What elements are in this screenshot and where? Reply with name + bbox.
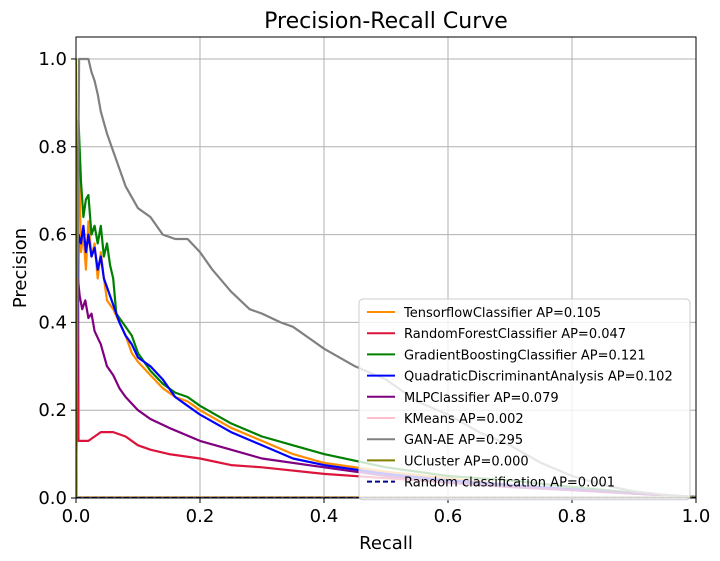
y-tick-label: 0.8 bbox=[38, 137, 67, 158]
y-axis-label: Precision bbox=[10, 228, 31, 308]
legend-label-3: QuadraticDiscriminantAnalysis AP=0.102 bbox=[404, 370, 673, 385]
x-tick-label: 0.0 bbox=[62, 506, 91, 527]
legend-label-8: Random classification AP=0.001 bbox=[404, 476, 615, 491]
legend-label-5: KMeans AP=0.002 bbox=[404, 412, 524, 427]
series-line-2 bbox=[76, 119, 696, 498]
x-axis-label: Recall bbox=[359, 533, 413, 554]
x-tick-label: 0.8 bbox=[558, 506, 587, 527]
grid bbox=[75, 37, 697, 499]
x-tick-label: 0.4 bbox=[310, 506, 339, 527]
y-tick-label: 0.6 bbox=[38, 225, 67, 246]
chart-title: Precision-Recall Curve bbox=[264, 9, 508, 34]
y-tick-label: 0.4 bbox=[38, 312, 67, 333]
legend-label-2: GradientBoostingClassifier AP=0.121 bbox=[404, 348, 646, 363]
legend-label-1: RandomForestClassifier AP=0.047 bbox=[404, 327, 626, 342]
legend-label-4: MLPClassifier AP=0.079 bbox=[404, 391, 559, 406]
legend: TensorflowClassifier AP=0.105 RandomFores… bbox=[358, 298, 691, 501]
y-tick-label: 0.2 bbox=[38, 400, 67, 421]
x-tick-label: 1.0 bbox=[682, 506, 711, 527]
legend-label-7: UCluster AP=0.000 bbox=[404, 454, 529, 469]
y-tick-label: 1.0 bbox=[38, 49, 67, 70]
legend-box bbox=[358, 298, 691, 501]
y-tick-label: 0.0 bbox=[38, 488, 67, 509]
legend-label-0: TensorflowClassifier AP=0.105 bbox=[403, 306, 601, 321]
legend-label-6: GAN-AE AP=0.295 bbox=[404, 433, 523, 448]
x-tick-label: 0.6 bbox=[434, 506, 463, 527]
y-ticks: 0.0 0.2 0.4 0.6 0.8 1.0 bbox=[38, 49, 76, 509]
x-ticks: 0.0 0.2 0.4 0.6 0.8 1.0 bbox=[62, 498, 711, 527]
x-tick-label: 0.2 bbox=[186, 506, 215, 527]
